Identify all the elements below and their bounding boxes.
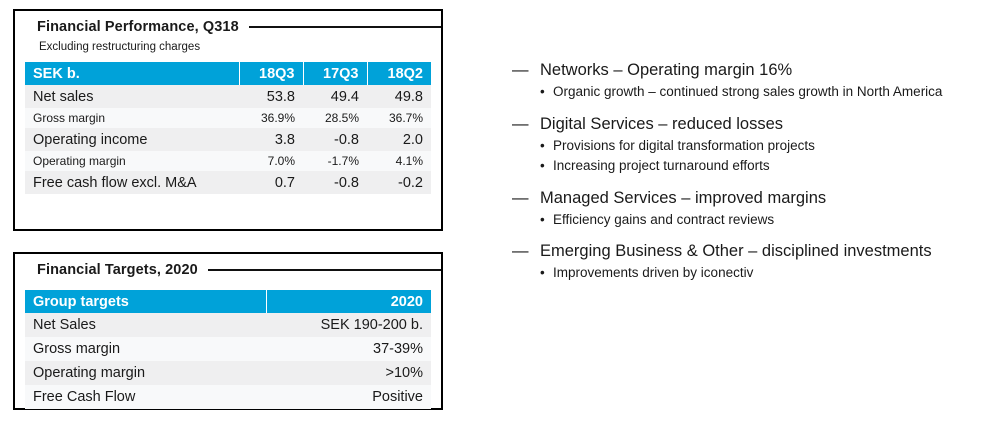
cell: 53.8 xyxy=(266,88,295,105)
subitem-text: Provisions for digital transformation pr… xyxy=(553,137,815,153)
col-header-2020: 2020 xyxy=(265,290,431,313)
cell: -0.8 xyxy=(334,131,359,148)
bullet-marker: • xyxy=(540,84,545,99)
table-row-free-cash-flow: Free Cash Flow Positive xyxy=(25,385,431,409)
highlight-heading: — Emerging Business & Other – discipline… xyxy=(512,240,990,262)
row-label: Free Cash Flow xyxy=(33,389,136,405)
row-label: Free cash flow excl. M&A xyxy=(33,174,197,191)
bullet-marker: • xyxy=(540,158,545,173)
dash-marker: — xyxy=(512,61,529,79)
table-row-operating-margin: Operating margin >10% xyxy=(25,361,431,385)
highlight-digital-services: — Digital Services – reduced losses • Pr… xyxy=(512,113,990,176)
financial-performance-panel: Financial Performance, Q318 Excluding re… xyxy=(13,9,443,231)
col-header-17q3: 17Q3 xyxy=(302,62,367,85)
cell: 2.0 xyxy=(402,131,423,148)
cell: 37-39% xyxy=(373,341,423,357)
highlight-emerging-business: — Emerging Business & Other – discipline… xyxy=(512,240,990,283)
cell: 36.7% xyxy=(388,111,423,125)
row-label: Operating margin xyxy=(33,154,126,168)
cell: -0.2 xyxy=(398,174,423,191)
cell: 7.0% xyxy=(267,154,295,168)
highlight-subitem: • Organic growth – continued strong sale… xyxy=(540,83,990,102)
row-label: Operating income xyxy=(33,131,148,148)
row-label: Net Sales xyxy=(33,317,96,333)
col-header-18q2: 18Q2 xyxy=(366,62,431,85)
table-row-operating-income: Operating income 3.8 -0.8 2.0 xyxy=(25,128,431,151)
highlights-list: — Networks – Operating margin 16% • Orga… xyxy=(512,59,990,294)
subitem-text: Organic growth – continued strong sales … xyxy=(553,84,943,99)
cell: >10% xyxy=(385,365,424,381)
title-rule xyxy=(248,26,441,28)
row-label: Net sales xyxy=(33,88,94,105)
table-row-net-sales: Net sales 53.8 49.4 49.8 xyxy=(25,85,431,108)
col-header-group-targets: Group targets xyxy=(25,290,266,313)
dash-marker: — xyxy=(512,188,529,207)
highlight-subitem: • Provisions for digital transformation … xyxy=(540,137,990,156)
cell: 36.9% xyxy=(260,111,295,125)
cell: 4.1% xyxy=(395,154,423,168)
heading-text: Networks – Operating margin 16% xyxy=(540,61,793,79)
table-row-free-cash-flow: Free cash flow excl. M&A 0.7 -0.8 -0.2 xyxy=(25,171,431,194)
subitem-text: Improvements driven by iconectiv xyxy=(553,265,754,280)
financial-targets-panel: Financial Targets, 2020 Group targets 20… xyxy=(13,252,443,410)
cell: 3.8 xyxy=(274,131,295,148)
table-row-net-sales: Net Sales SEK 190-200 b. xyxy=(25,313,431,337)
table-row-gross-margin: Gross margin 37-39% xyxy=(25,337,431,361)
highlight-heading: — Networks – Operating margin 16% xyxy=(512,59,990,81)
subitem-text: Efficiency gains and contract reviews xyxy=(553,211,775,227)
highlight-subitem: • Efficiency gains and contract reviews xyxy=(540,211,990,230)
row-label: Gross margin xyxy=(33,341,121,357)
col-header-metric: SEK b. xyxy=(25,62,239,85)
highlight-heading: — Digital Services – reduced losses xyxy=(512,113,990,135)
spacer xyxy=(15,278,441,290)
cell: -0.8 xyxy=(334,174,359,191)
cell: Positive xyxy=(372,389,423,405)
panel-title-row: Financial Performance, Q318 xyxy=(37,19,441,35)
targets-table: Group targets 2020 Net Sales SEK 190-200… xyxy=(25,290,431,409)
panel-title: Financial Targets, 2020 xyxy=(37,262,198,278)
heading-text: Emerging Business & Other – disciplined … xyxy=(540,242,932,260)
cell: 28.5% xyxy=(324,111,359,125)
cell: SEK 190-200 b. xyxy=(320,317,423,333)
title-rule xyxy=(207,269,441,271)
cell: -1.7% xyxy=(327,154,359,168)
highlight-heading: — Managed Services – improved margins xyxy=(512,187,990,209)
bullet-marker: • xyxy=(540,211,545,227)
heading-text: Managed Services – improved margins xyxy=(540,188,827,207)
panel-subtitle: Excluding restructuring charges xyxy=(39,41,201,53)
dash-marker: — xyxy=(512,242,529,260)
highlight-managed-services: — Managed Services – improved margins • … xyxy=(512,187,990,230)
highlight-networks: — Networks – Operating margin 16% • Orga… xyxy=(512,59,990,102)
highlight-subitem: • Improvements driven by iconectiv xyxy=(540,264,990,283)
panel-title-row: Financial Targets, 2020 xyxy=(37,262,441,278)
cell: 49.4 xyxy=(330,88,359,105)
heading-text: Digital Services – reduced losses xyxy=(540,114,784,133)
bullet-marker: • xyxy=(540,265,545,280)
row-label: Gross margin xyxy=(33,111,106,125)
highlight-subitem: • Increasing project turnaround efforts xyxy=(540,157,990,176)
col-header-18q3: 18Q3 xyxy=(238,62,303,85)
performance-table: SEK b. 18Q3 17Q3 18Q2 Net sales 53.8 49.… xyxy=(25,62,431,194)
cell: 0.7 xyxy=(274,174,295,191)
cell: 49.8 xyxy=(394,88,423,105)
bullet-marker: • xyxy=(540,137,545,153)
panel-title: Financial Performance, Q318 xyxy=(37,19,239,35)
table-row-operating-margin: Operating margin 7.0% -1.7% 4.1% xyxy=(25,151,431,171)
table-header-row: Group targets 2020 xyxy=(25,290,431,313)
subitem-text: Increasing project turnaround efforts xyxy=(553,158,770,173)
table-header-row: SEK b. 18Q3 17Q3 18Q2 xyxy=(25,62,431,85)
table-row-gross-margin: Gross margin 36.9% 28.5% 36.7% xyxy=(25,108,431,128)
dash-marker: — xyxy=(512,114,529,133)
row-label: Operating margin xyxy=(33,365,146,381)
